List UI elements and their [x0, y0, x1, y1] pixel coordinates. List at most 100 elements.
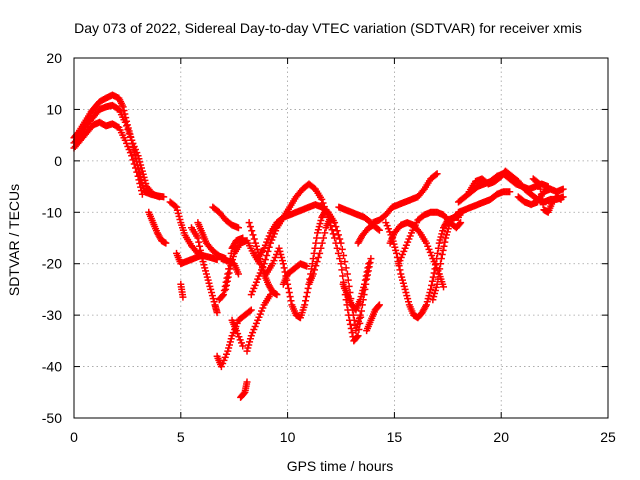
data-series [429, 208, 467, 304]
data-point [334, 231, 342, 239]
data-point [427, 285, 435, 293]
data-point [338, 245, 346, 253]
data-point [430, 293, 438, 301]
data-point [312, 239, 320, 247]
data-point [422, 239, 430, 247]
data-point [121, 136, 129, 144]
x-tick-label: 0 [70, 429, 78, 445]
data-point [424, 295, 432, 303]
data-point [132, 146, 140, 154]
grid [74, 58, 608, 418]
data-point [261, 256, 269, 264]
data-point [301, 301, 309, 309]
data-point [441, 238, 449, 246]
data-point [205, 279, 213, 287]
data-point [429, 296, 437, 304]
data-point [375, 301, 383, 309]
data-point [404, 298, 412, 306]
data-point [398, 273, 406, 281]
data-point [428, 251, 436, 259]
data-point [430, 269, 438, 277]
data-point [431, 290, 439, 298]
data-point [243, 347, 251, 355]
data-series [237, 378, 251, 401]
data-series [222, 237, 264, 293]
data-point [252, 242, 260, 250]
data-point [336, 235, 344, 243]
data-point [137, 187, 145, 195]
chart-title: Day 073 of 2022, Sidereal Day-to-day VTE… [74, 20, 582, 36]
data-point [360, 283, 368, 291]
y-tick-label: -30 [42, 307, 62, 323]
data-point [443, 228, 451, 236]
data-point [246, 335, 254, 343]
data-point [366, 259, 374, 267]
data-point [223, 281, 231, 289]
data-point [318, 195, 326, 203]
data-point [432, 283, 440, 291]
x-tick-label: 20 [493, 429, 509, 445]
data-point [456, 220, 464, 228]
data-point [139, 170, 147, 178]
data-series [209, 203, 242, 232]
data-point [348, 329, 356, 337]
data-point [213, 309, 221, 317]
data-point [252, 239, 260, 247]
data-point [422, 302, 430, 310]
data-point [278, 254, 286, 262]
data-point [425, 292, 433, 300]
data-point [175, 212, 183, 220]
data-point [437, 233, 445, 241]
data-point [346, 316, 354, 324]
data-point [261, 241, 269, 249]
data-point [226, 265, 234, 273]
data-point [250, 235, 258, 243]
data-point [221, 353, 229, 361]
data-series [70, 101, 163, 201]
data-point [393, 249, 401, 257]
data-point [284, 284, 292, 292]
data-point [256, 310, 264, 318]
data-point [396, 257, 404, 265]
y-tick-label: 0 [54, 153, 62, 169]
data-point [375, 226, 383, 234]
data-point [171, 202, 179, 210]
data-point [260, 244, 268, 252]
data-point [220, 291, 228, 299]
data-point [222, 285, 230, 293]
data-point [329, 230, 337, 238]
data-point [271, 254, 279, 262]
data-point [120, 106, 128, 114]
data-point [133, 149, 141, 157]
data-point [506, 188, 514, 196]
data-point [162, 239, 170, 247]
data-point [337, 260, 345, 268]
data-marks [70, 91, 567, 401]
data-point [444, 225, 452, 233]
data-point [278, 257, 286, 265]
data-point [223, 350, 231, 358]
data-point [141, 176, 149, 184]
data-point [232, 327, 240, 335]
data-series [395, 208, 465, 268]
data-point [391, 243, 399, 251]
data-point [133, 168, 141, 176]
data-point [277, 250, 285, 258]
data-series [363, 301, 383, 335]
data-point [198, 255, 206, 263]
data-point [123, 139, 131, 147]
y-tick-label: -50 [42, 410, 62, 426]
data-point [251, 322, 259, 330]
data-point [245, 341, 253, 349]
data-point [202, 267, 210, 275]
data-point [135, 176, 143, 184]
data-point [272, 227, 280, 235]
data-point [240, 389, 248, 397]
data-point [268, 236, 276, 244]
data-point [129, 139, 137, 147]
data-point [234, 330, 242, 338]
data-point [392, 246, 400, 254]
data-point [438, 250, 446, 258]
data-point [397, 254, 405, 262]
data-point [270, 230, 278, 238]
